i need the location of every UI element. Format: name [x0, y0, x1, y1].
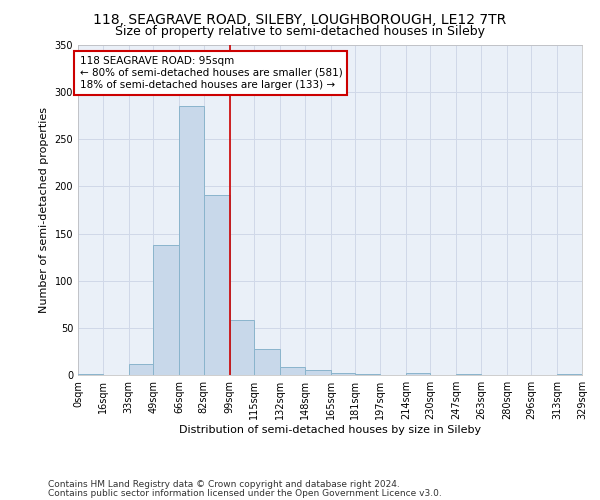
Bar — [355, 374, 380, 375]
Bar — [280, 366, 305, 375]
Bar — [254, 348, 280, 375]
Bar — [305, 370, 331, 375]
Bar — [203, 195, 230, 375]
Text: 118, SEAGRAVE ROAD, SILEBY, LOUGHBOROUGH, LE12 7TR: 118, SEAGRAVE ROAD, SILEBY, LOUGHBOROUGH… — [94, 12, 506, 26]
Text: Contains public sector information licensed under the Open Government Licence v3: Contains public sector information licen… — [48, 488, 442, 498]
Bar — [179, 106, 203, 375]
Bar — [406, 373, 430, 375]
Text: Size of property relative to semi-detached houses in Sileby: Size of property relative to semi-detach… — [115, 25, 485, 38]
X-axis label: Distribution of semi-detached houses by size in Sileby: Distribution of semi-detached houses by … — [179, 425, 481, 435]
Text: 118 SEAGRAVE ROAD: 95sqm
← 80% of semi-detached houses are smaller (581)
18% of : 118 SEAGRAVE ROAD: 95sqm ← 80% of semi-d… — [80, 56, 342, 90]
Text: Contains HM Land Registry data © Crown copyright and database right 2024.: Contains HM Land Registry data © Crown c… — [48, 480, 400, 489]
Bar — [230, 320, 254, 375]
Bar — [128, 364, 153, 375]
Bar — [331, 373, 355, 375]
Bar — [557, 374, 582, 375]
Bar — [457, 374, 481, 375]
Y-axis label: Number of semi-detached properties: Number of semi-detached properties — [39, 107, 49, 313]
Bar — [153, 245, 179, 375]
Bar — [78, 374, 103, 375]
